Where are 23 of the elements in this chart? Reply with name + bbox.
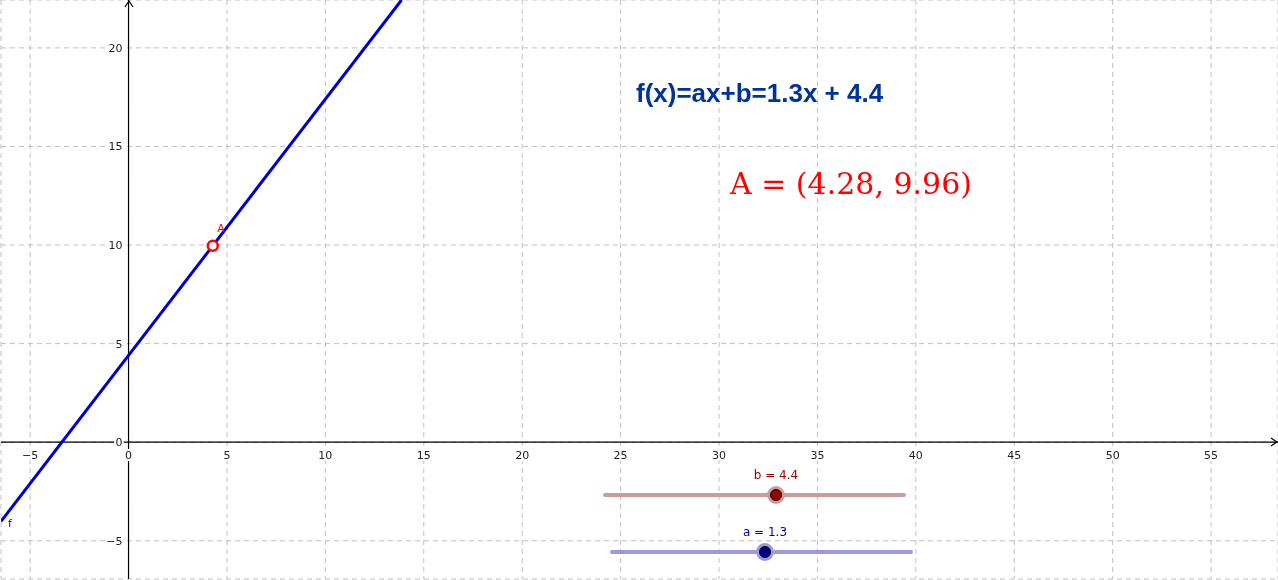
x-tick-label: 35 <box>810 449 825 463</box>
x-tick-label: 40 <box>908 449 923 463</box>
x-tick-label: 15 <box>416 449 431 463</box>
x-tick-label: 55 <box>1204 449 1219 463</box>
x-tick-label: 30 <box>712 449 727 463</box>
x-tick-label: 25 <box>613 449 628 463</box>
y-tick-label: 10 <box>108 239 123 253</box>
x-tick-label: −5 <box>22 449 39 463</box>
annotation: b = 4.4 <box>752 468 800 482</box>
series-label: A <box>217 222 226 236</box>
x-tick-label: 45 <box>1007 449 1022 463</box>
annotation: a = 1.3 <box>741 525 789 539</box>
x-tick-label: 20 <box>515 449 530 463</box>
y-tick-label: 15 <box>108 140 123 154</box>
y-tick-label: 5 <box>115 337 123 351</box>
y-tick-label: −5 <box>106 534 123 548</box>
y-tick-label: 20 <box>108 41 123 55</box>
x-tick-label: 5 <box>223 449 231 463</box>
series-label: f <box>8 517 13 531</box>
x-tick-label: 10 <box>318 449 333 463</box>
annotation: A = (4.28, 9.96) <box>730 166 972 201</box>
x-tick-label: 50 <box>1105 449 1120 463</box>
annotation: f(x)=ax+b=1.3x + 4.4 <box>636 78 884 109</box>
